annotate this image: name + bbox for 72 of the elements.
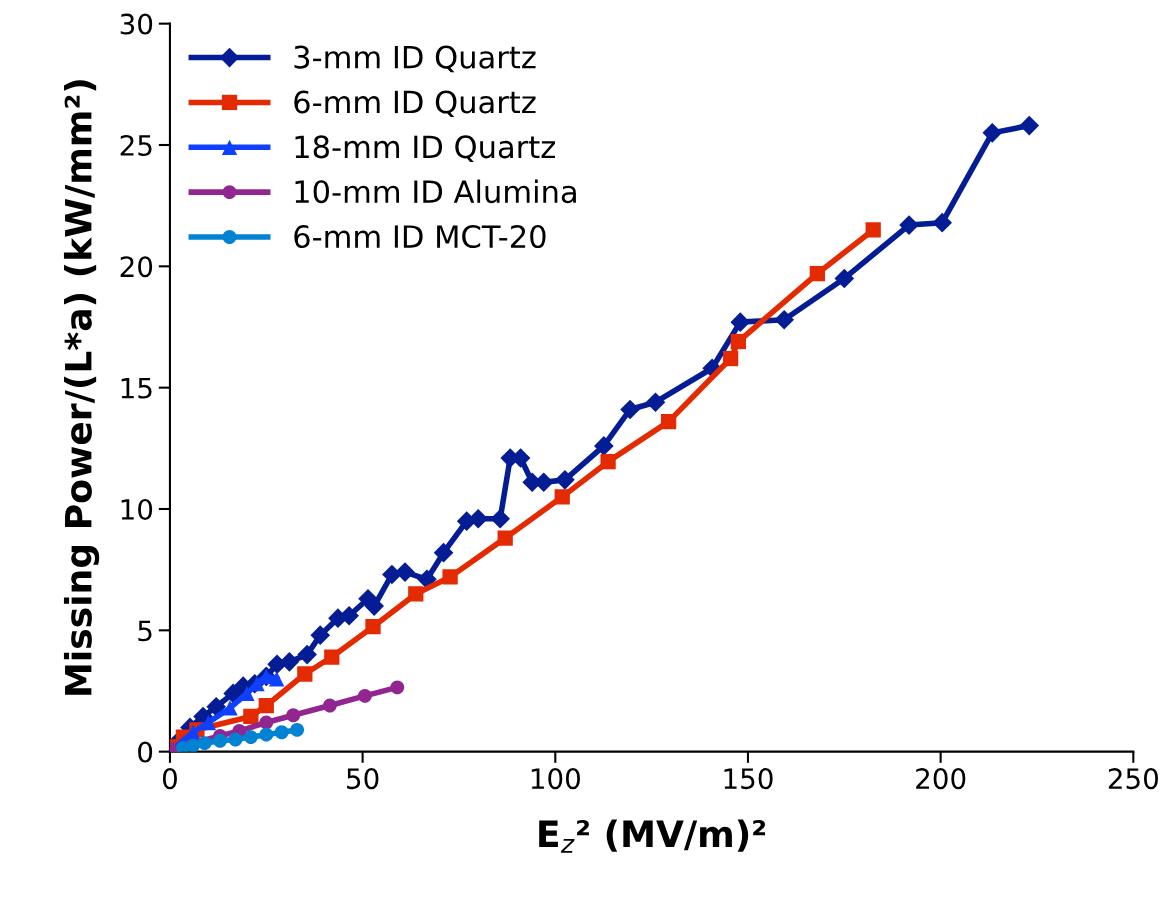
point (932, 212, 953, 233)
point (243, 708, 259, 725)
point (365, 619, 381, 635)
point (297, 644, 317, 665)
y-tick-label: 30 (120, 13, 153, 35)
point (442, 569, 458, 585)
point (660, 413, 677, 430)
x-tick-label: 250 (1108, 768, 1158, 790)
y-tick-label: 20 (120, 256, 153, 278)
point (645, 392, 666, 413)
point (213, 733, 227, 748)
point (259, 727, 274, 742)
point (554, 489, 570, 505)
point (390, 680, 405, 695)
point (200, 714, 217, 731)
point (620, 399, 640, 420)
point (555, 470, 575, 490)
legend-label: 6-mm ID MCT-20 (294, 224, 546, 249)
point (490, 508, 511, 529)
x-tick-label: 150 (724, 768, 773, 790)
x-tick-label: 0 (162, 768, 177, 790)
point (730, 333, 746, 350)
point (865, 222, 881, 238)
point (243, 730, 258, 745)
y-tick-label: 10 (121, 498, 153, 520)
point (206, 696, 226, 717)
point (774, 309, 795, 330)
point (899, 215, 919, 235)
point (274, 725, 289, 740)
point (722, 350, 739, 367)
point (982, 123, 1003, 143)
point (186, 738, 201, 752)
point (468, 508, 489, 529)
point (433, 542, 454, 563)
point (594, 436, 614, 456)
point (497, 530, 513, 546)
point (286, 708, 301, 723)
point (408, 586, 424, 602)
point (258, 697, 274, 714)
point (222, 700, 238, 716)
x-tick-label: 50 (347, 768, 379, 790)
point (809, 265, 825, 282)
point (834, 268, 855, 289)
x-axis-title: E$_{z}$² (MV/m)² (539, 819, 766, 853)
point (382, 564, 402, 585)
point (197, 736, 212, 751)
point (322, 698, 337, 713)
point (1019, 115, 1040, 136)
legend-label: 18-mm ID Quartz (295, 135, 555, 162)
x-tick-label: 200 (916, 768, 966, 790)
point (395, 562, 415, 582)
legend-label: 6-mm ID Quartz (294, 90, 536, 118)
point (259, 715, 274, 730)
point (730, 312, 751, 332)
y-tick-label: 5 (138, 620, 152, 642)
legend-label: 10-mm ID Alumina (295, 179, 576, 204)
point (310, 625, 331, 645)
point (279, 652, 300, 672)
point (339, 605, 359, 626)
y-tick-label: 0 (138, 741, 153, 763)
point (269, 671, 285, 687)
point (357, 688, 372, 703)
x-tick-label: 100 (531, 768, 580, 790)
point (324, 649, 340, 665)
point (600, 454, 616, 470)
y-tick-label: 15 (121, 377, 152, 399)
y-tick-label: 25 (120, 134, 152, 156)
y-axis-title: Missing Power/(L*a) (kW/mm²) (63, 80, 100, 695)
point (228, 732, 243, 747)
point (290, 722, 305, 737)
point (297, 666, 313, 682)
legend-label: 3-mm ID Quartz (294, 45, 536, 73)
